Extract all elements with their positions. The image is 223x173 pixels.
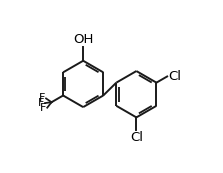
Text: F: F xyxy=(38,98,44,108)
Text: F: F xyxy=(40,103,47,113)
Text: F: F xyxy=(39,93,45,103)
Text: Cl: Cl xyxy=(168,70,181,83)
Text: OH: OH xyxy=(73,33,93,46)
Text: Cl: Cl xyxy=(130,131,143,144)
